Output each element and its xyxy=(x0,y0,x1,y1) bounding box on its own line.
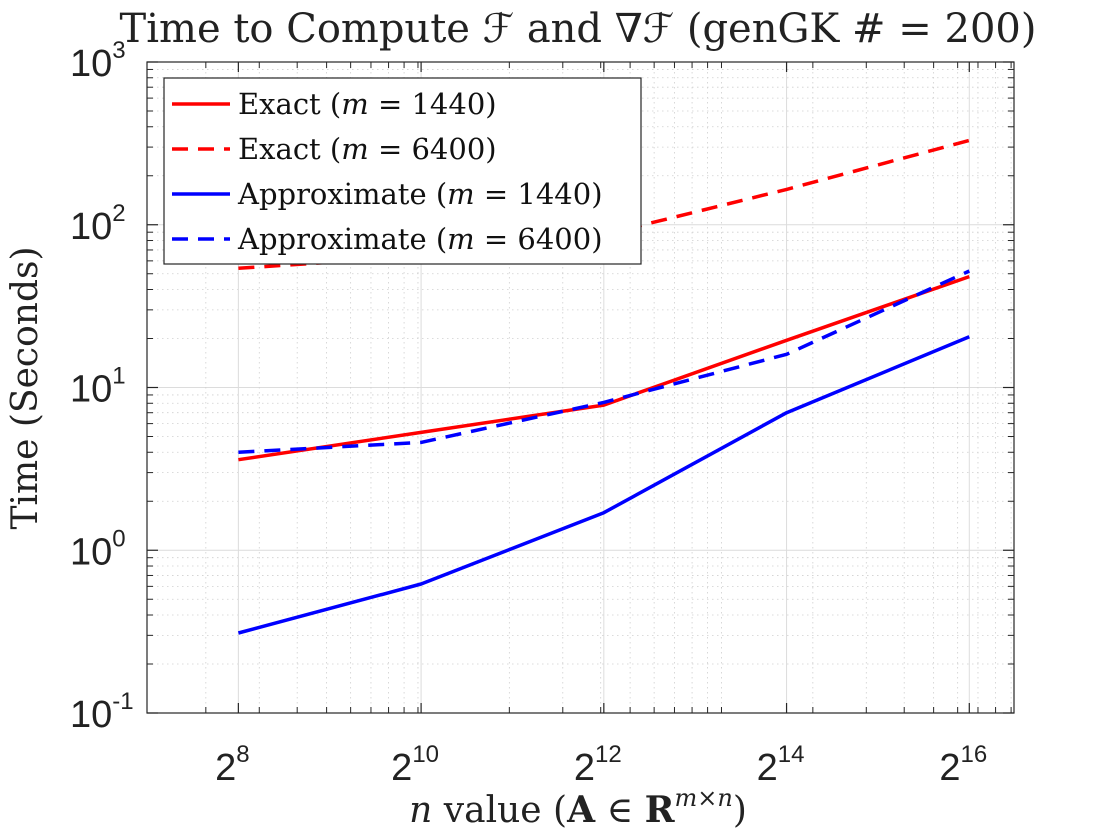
series-line-1 xyxy=(238,274,970,462)
x-label-bold-a: A xyxy=(566,789,596,831)
y-tick-exp: 3 xyxy=(112,37,125,64)
legend-label-suffix: = 6400) xyxy=(475,222,603,256)
y-tick-exp: -1 xyxy=(112,688,133,715)
x-label-bold-r: R xyxy=(645,789,676,831)
y-tick-base: 10 xyxy=(70,43,112,85)
legend-label-suffix: = 1440) xyxy=(475,177,603,211)
legend-label-suffix: = 6400) xyxy=(369,132,497,166)
x-tick-label: 212 xyxy=(574,741,622,789)
x-tick-base: 2 xyxy=(574,747,595,789)
series-line-3 xyxy=(237,335,970,635)
legend-box xyxy=(163,77,642,265)
legend-label-var: m xyxy=(341,132,369,166)
x-label-var: n xyxy=(409,790,432,831)
x-tick-base: 2 xyxy=(939,747,960,789)
x-tick-label: 216 xyxy=(939,741,987,789)
y-tick-label: 103 xyxy=(70,37,126,85)
legend-label-3: Approximate (m = 1440) xyxy=(237,177,603,211)
ticks xyxy=(147,61,1014,714)
y-tick-exp: 0 xyxy=(112,525,125,552)
legend: Exact (m = 1440)Exact (m = 6400)Approxim… xyxy=(163,77,642,265)
y-tick-label: 102 xyxy=(70,200,126,248)
x-tick-exp: 14 xyxy=(778,741,805,768)
legend-label-var: m xyxy=(447,222,475,256)
x-tick-label: 28 xyxy=(215,741,250,789)
y-tick-label: 10-1 xyxy=(70,688,134,736)
x-label-sup: m×n xyxy=(674,784,732,812)
legend-label-2: Exact (m = 6400) xyxy=(238,132,497,166)
x-label-elem: ∈ xyxy=(595,790,645,831)
x-tick-exp: 12 xyxy=(595,741,622,768)
legend-label-suffix: = 1440) xyxy=(369,87,497,121)
y-tick-exp: 2 xyxy=(112,200,125,227)
legend-label-prefix: Approximate ( xyxy=(237,177,447,211)
x-tick-base: 2 xyxy=(391,747,412,789)
x-tick-label: 210 xyxy=(391,741,439,789)
x-label-close: ) xyxy=(733,790,747,831)
y-axis-label: Time (Seconds) xyxy=(5,246,46,529)
x-axis-label: n value (A ∈ Rm×n) xyxy=(409,784,747,831)
chart-title: Time to Compute ℱ and ∇ℱ (genGK # = 200) xyxy=(120,6,1037,52)
y-tick-base: 10 xyxy=(70,369,112,411)
legend-label-1: Exact (m = 1440) xyxy=(238,87,497,121)
legend-label-var: m xyxy=(447,177,475,211)
x-tick-base: 2 xyxy=(215,747,236,789)
y-tick-base: 10 xyxy=(70,206,112,248)
y-tick-base: 10 xyxy=(70,694,112,736)
legend-label-prefix: Exact ( xyxy=(238,132,341,166)
x-tick-label: 214 xyxy=(757,741,805,789)
x-tick-base: 2 xyxy=(757,747,778,789)
legend-label-4: Approximate (m = 6400) xyxy=(237,222,603,256)
y-tick-base: 10 xyxy=(70,531,112,573)
legend-label-var: m xyxy=(341,87,369,121)
x-tick-exp: 16 xyxy=(961,741,988,768)
grid-lines xyxy=(147,62,1014,714)
y-tick-label: 100 xyxy=(70,525,126,573)
legend-label-prefix: Approximate ( xyxy=(237,222,447,256)
legend-label-prefix: Exact ( xyxy=(238,87,341,121)
y-tick-label: 101 xyxy=(70,363,126,411)
y-tick-exp: 1 xyxy=(112,363,125,390)
series-line-4 xyxy=(238,269,971,455)
x-tick-exp: 8 xyxy=(236,741,249,768)
x-label-text: value ( xyxy=(432,790,567,831)
x-tick-exp: 10 xyxy=(412,741,439,768)
